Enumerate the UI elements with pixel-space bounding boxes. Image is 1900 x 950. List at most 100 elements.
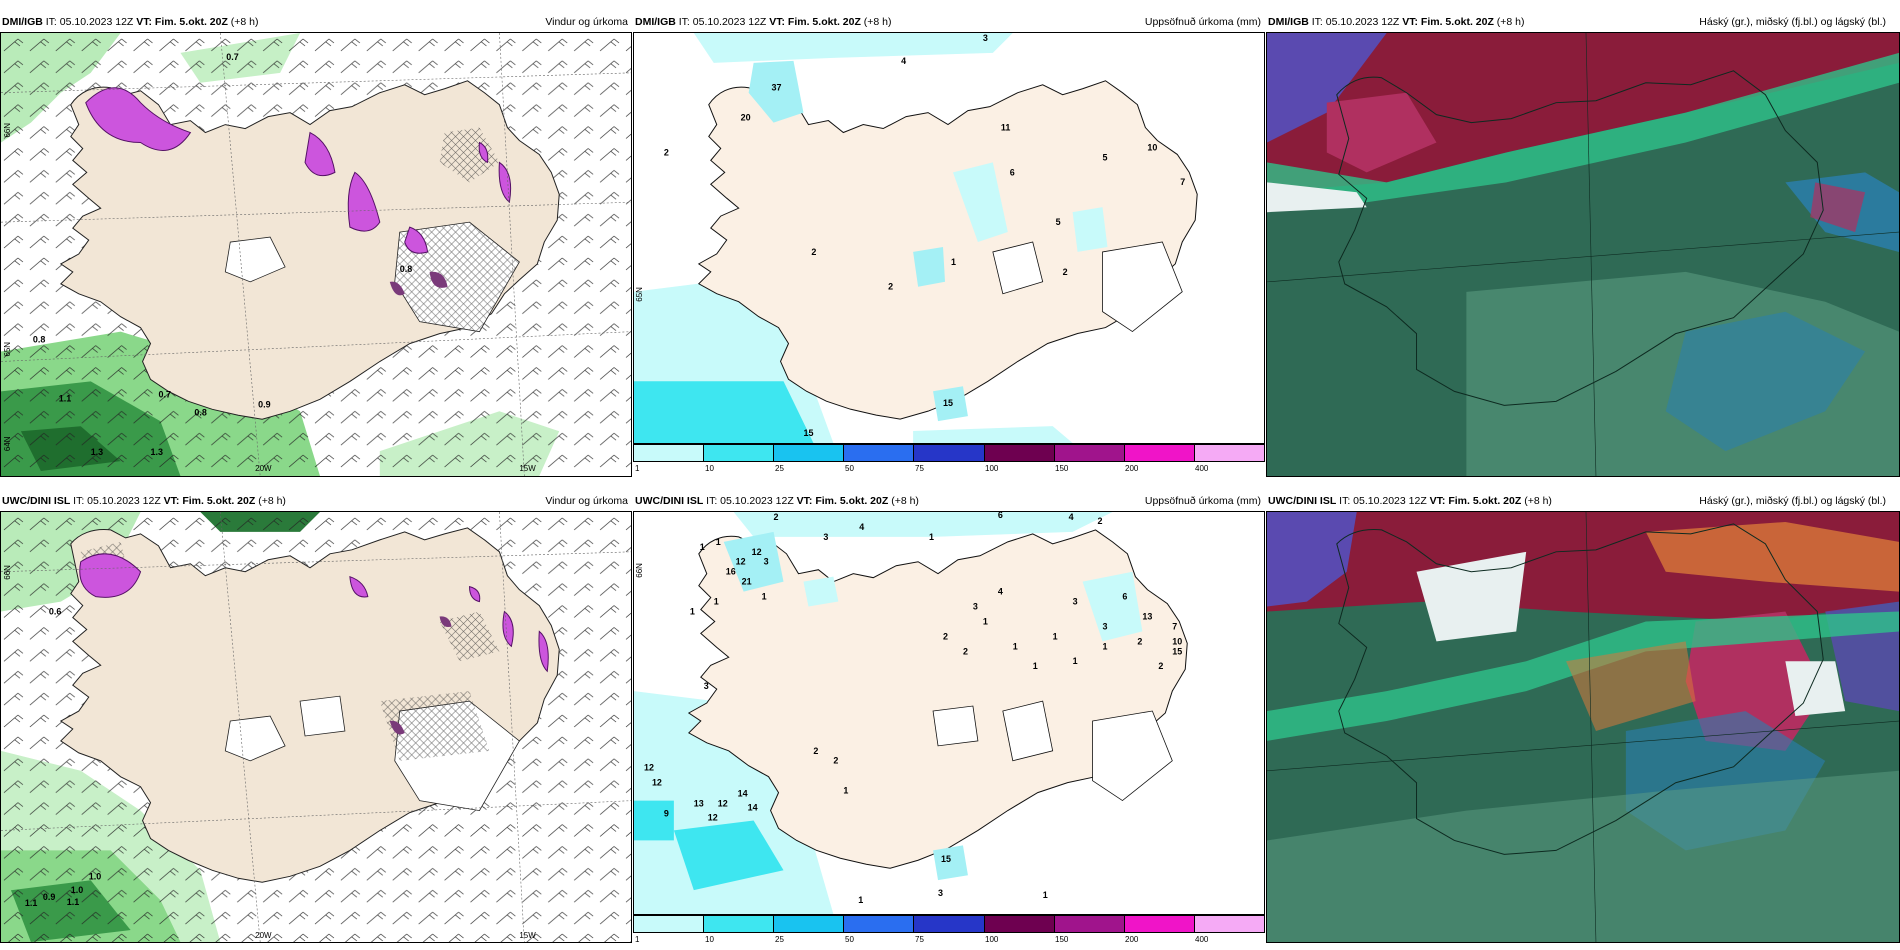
precip-label: 6 xyxy=(1010,167,1015,177)
colorbar-segment xyxy=(984,916,1055,932)
precip-label: 1 xyxy=(1013,641,1018,651)
precip-label: 1 xyxy=(858,895,863,905)
panel-wind-uwc: UWC/DINI ISL IT: 05.10.2023 12Z VT: Fim.… xyxy=(0,491,632,943)
precip-label: 3 xyxy=(823,532,828,542)
precip-label: 14 xyxy=(748,803,758,813)
wind-label: 1.3 xyxy=(151,447,163,457)
precip-label: 3 xyxy=(1073,597,1078,607)
precip-label: 2 xyxy=(1098,516,1103,526)
precip-label: 37 xyxy=(772,83,782,93)
precip-label: 1 xyxy=(1033,661,1038,671)
panel-title: Háský (gr.), miðský (fj.bl.) og lágský (… xyxy=(1699,16,1886,28)
valid-time: VT: Fim. 5.okt. 20Z xyxy=(796,495,889,507)
wind-label: 0.7 xyxy=(158,389,170,399)
lead-time: (+8 h) xyxy=(230,16,259,28)
precip-label: 14 xyxy=(738,789,748,799)
colorbar-tick: 25 xyxy=(775,464,784,473)
panel-header: UWC/DINI ISL IT: 05.10.2023 12Z VT: Fim.… xyxy=(633,491,1265,511)
precip-label: 1 xyxy=(762,592,767,602)
precip-label: 2 xyxy=(811,247,816,257)
precip-label: 12 xyxy=(736,557,746,567)
colorbar-tick: 1 xyxy=(635,464,640,473)
precip-label: 2 xyxy=(774,512,779,522)
precip-label: 16 xyxy=(726,567,736,577)
precip-label: 11 xyxy=(1001,123,1010,133)
panel-header: UWC/DINI ISL IT: 05.10.2023 12Z VT: Fim.… xyxy=(1266,491,1900,511)
lead-time: (+8 h) xyxy=(863,16,892,28)
lat-tick: 65N xyxy=(3,342,12,357)
panel-precip-uwc: UWC/DINI ISL IT: 05.10.2023 12Z VT: Fim.… xyxy=(633,491,1265,950)
colorbar-tick: 200 xyxy=(1125,935,1139,944)
precip-label: 2 xyxy=(1063,267,1068,277)
colorbar-tick: 50 xyxy=(845,464,854,473)
valid-time: VT: Fim. 5.okt. 20Z xyxy=(136,16,228,28)
lat-tick: 65N xyxy=(635,287,644,302)
wind-label: 1.0 xyxy=(71,885,83,895)
precip-label: 1 xyxy=(714,597,719,607)
precip-map[interactable]: 2 4 6 4 2 3 1 1 1 12 16 12 21 3 1 1 1 4 … xyxy=(633,511,1265,915)
precip-label: 5 xyxy=(1103,152,1108,162)
precip-label: 6 xyxy=(1122,592,1127,602)
precip-label: 1 xyxy=(843,786,848,796)
colorbar-segment xyxy=(634,916,705,932)
precip-colorbar xyxy=(633,444,1265,462)
precip-label: 1 xyxy=(983,616,988,626)
colorbar-tick: 150 xyxy=(1055,935,1069,944)
precip-map-svg: 2 4 6 4 2 3 1 1 1 12 16 12 21 3 1 1 1 4 … xyxy=(634,512,1264,914)
precip-label: 10 xyxy=(1172,636,1182,646)
init-time: IT: 05.10.2023 12Z xyxy=(706,495,794,507)
precip-label: 1 xyxy=(690,606,695,616)
precip-label: 1 xyxy=(929,532,934,542)
precip-label: 4 xyxy=(1069,512,1074,522)
lon-tick: 20W xyxy=(255,464,272,473)
precip-label: 12 xyxy=(644,763,654,773)
wind-map[interactable]: 0.7 0.8 1.1 0.7 0.8 0.9 1.3 1.3 0.8 20W … xyxy=(0,32,632,477)
colorbar-segment xyxy=(914,445,985,461)
precip-label: 12 xyxy=(708,812,718,822)
precip-map[interactable]: 4 3 37 20 2 11 5 10 6 7 5 2 1 2 2 15 15 … xyxy=(633,32,1265,444)
precip-label: 9 xyxy=(664,808,669,818)
colorbar-tick: 10 xyxy=(705,464,714,473)
colorbar-segment xyxy=(634,445,705,461)
init-time: IT: 05.10.2023 12Z xyxy=(1311,16,1400,28)
init-time: IT: 05.10.2023 12Z xyxy=(45,16,134,28)
precip-label: 1 xyxy=(700,542,705,552)
lon-tick: 15W xyxy=(519,931,536,940)
wind-label: 1.1 xyxy=(67,897,79,907)
precip-label: 20 xyxy=(741,113,751,123)
wind-label: 0.8 xyxy=(400,264,412,274)
precip-label: 1 xyxy=(951,257,956,267)
panel-title: Háský (gr.), miðský (fj.bl.) og lágský (… xyxy=(1699,495,1886,507)
panel-title: Vindur og úrkoma xyxy=(545,16,628,28)
colorbar-segment xyxy=(1194,445,1264,461)
wind-map-svg: 0.7 0.8 1.1 0.7 0.8 0.9 1.3 1.3 0.8 20W … xyxy=(1,33,631,476)
precip-label: 4 xyxy=(859,522,864,532)
wind-map-svg: 0.6 1.0 1.0 0.9 1.1 1.1 20W 15W 66N xyxy=(1,512,631,942)
valid-time: VT: Fim. 5.okt. 20Z xyxy=(1402,16,1494,28)
lon-tick: 15W xyxy=(519,464,536,473)
precip-label: 15 xyxy=(803,428,813,438)
precip-label: 7 xyxy=(1172,621,1177,631)
colorbar-tick: 25 xyxy=(775,935,784,944)
precip-label: 6 xyxy=(998,512,1003,520)
precip-label: 3 xyxy=(764,557,769,567)
precip-label: 4 xyxy=(998,587,1003,597)
cloud-map[interactable] xyxy=(1266,511,1900,943)
precip-label: 3 xyxy=(973,602,978,612)
colorbar-segment xyxy=(774,916,845,932)
precip-label: 1 xyxy=(1043,890,1048,900)
init-time: IT: 05.10.2023 12Z xyxy=(678,16,767,28)
lat-tick: 66N xyxy=(3,123,12,138)
wind-label: 0.8 xyxy=(194,407,206,417)
cloud-map-svg xyxy=(1267,33,1899,476)
wind-map[interactable]: 0.6 1.0 1.0 0.9 1.1 1.1 20W 15W 66N xyxy=(0,511,632,943)
wind-label: 1.3 xyxy=(91,447,103,457)
precip-label: 15 xyxy=(941,854,951,864)
cloud-map[interactable] xyxy=(1266,32,1900,477)
model-name: DMI/IGB xyxy=(635,16,676,28)
precip-label: 1 xyxy=(1073,656,1078,666)
colorbar-segment xyxy=(984,445,1055,461)
panel-header: DMI/IGB IT: 05.10.2023 12Z VT: Fim. 5.ok… xyxy=(633,12,1265,32)
wind-label: 0.6 xyxy=(49,607,61,617)
lon-tick: 20W xyxy=(255,931,272,940)
